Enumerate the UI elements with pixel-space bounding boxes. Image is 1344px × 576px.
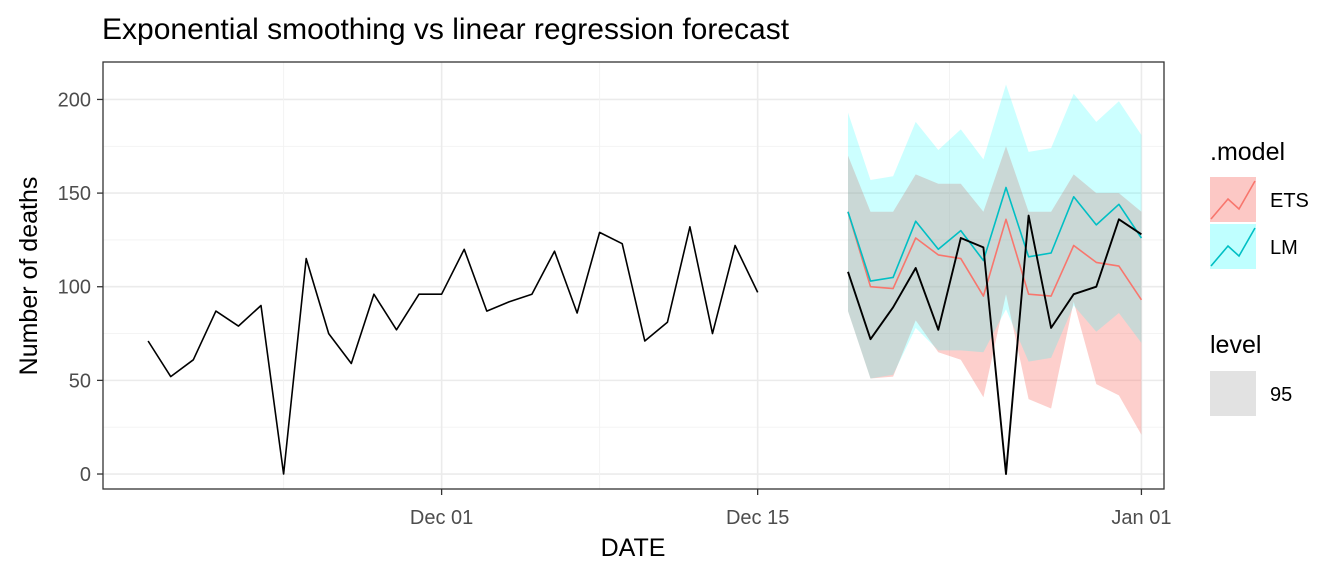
legend-label-ets: ETS bbox=[1270, 190, 1309, 212]
x-axis: Dec 01 Dec 15 Jan 01 bbox=[410, 489, 1171, 529]
legend-line-lm bbox=[1210, 227, 1256, 267]
x-tick-label: Dec 01 bbox=[410, 507, 473, 529]
legend-label-lm: LM bbox=[1270, 237, 1298, 259]
y-axis: 0 50 100 150 200 bbox=[58, 89, 103, 486]
x-axis-title: DATE bbox=[601, 534, 666, 562]
y-tick-label: 100 bbox=[58, 277, 91, 299]
y-tick-label: 50 bbox=[69, 370, 91, 392]
grid bbox=[103, 62, 1164, 489]
forecast-line-ets bbox=[847, 211, 1143, 301]
y-tick-label: 150 bbox=[58, 183, 91, 205]
legend-key-ets bbox=[1210, 177, 1256, 222]
y-tick-label: 0 bbox=[80, 464, 91, 486]
band-ets bbox=[848, 146, 1142, 435]
panel-border bbox=[102, 61, 1165, 490]
history-line bbox=[147, 226, 759, 475]
band-lm bbox=[848, 84, 1142, 379]
legend-title-model: .model bbox=[1210, 138, 1285, 166]
forecast-line-lm bbox=[847, 186, 1143, 282]
legend-key-level bbox=[1210, 371, 1256, 416]
y-axis-title: Number of deaths bbox=[15, 177, 43, 376]
actual-test-line bbox=[847, 214, 1142, 475]
chart-title: Exponential smoothing vs linear regressi… bbox=[102, 13, 790, 46]
x-tick-label: Dec 15 bbox=[726, 507, 789, 529]
legend-key-lm bbox=[1210, 224, 1256, 269]
forecast-bands bbox=[848, 84, 1142, 435]
x-tick-label: Jan 01 bbox=[1111, 507, 1171, 529]
legend-label-level: 95 bbox=[1270, 384, 1292, 406]
legend-title-level: level bbox=[1210, 331, 1261, 359]
legend-line-ets bbox=[1210, 180, 1256, 220]
y-tick-label: 200 bbox=[58, 89, 91, 111]
series-lines bbox=[147, 186, 1143, 475]
legend: .model ETS LM level 95 bbox=[1210, 138, 1309, 416]
